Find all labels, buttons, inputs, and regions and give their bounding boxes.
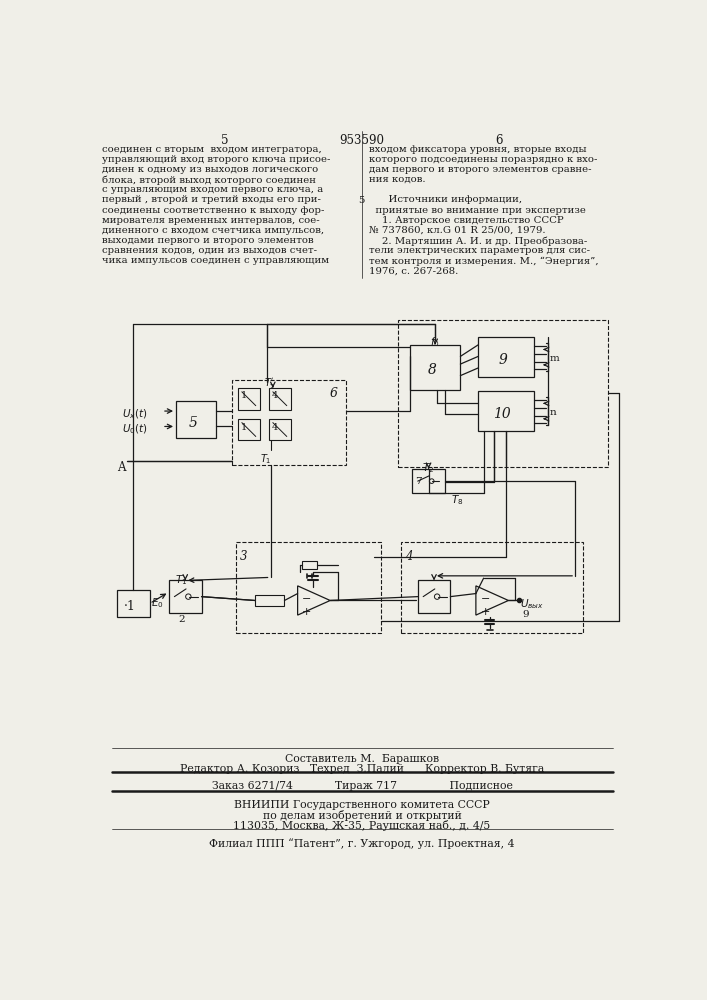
Bar (238, 388, 259, 410)
Text: управляющий вход второго ключа присое-: управляющий вход второго ключа присое- (102, 155, 330, 164)
Text: сравнения кодов, один из выходов счет-: сравнения кодов, один из выходов счет- (102, 246, 317, 255)
Text: тели электрических параметров для сис-: тели электрических параметров для сис- (369, 246, 590, 255)
Text: 1: 1 (241, 391, 247, 400)
Text: 4: 4 (272, 424, 279, 432)
Bar (410, 345, 460, 389)
Text: $U_x(t)$: $U_x(t)$ (122, 407, 148, 421)
Text: мирователя временных интервалов, сое-: мирователя временных интервалов, сое- (102, 216, 319, 225)
Text: m: m (549, 354, 559, 363)
Text: 1: 1 (241, 424, 247, 432)
Bar (418, 580, 450, 613)
Bar (255, 595, 284, 606)
Text: № 737860, кл.G 01 R 25/00, 1979.: № 737860, кл.G 01 R 25/00, 1979. (369, 226, 546, 235)
Text: +: + (481, 607, 490, 617)
Bar (269, 388, 291, 410)
Bar (176, 401, 216, 438)
Bar (117, 590, 150, 617)
Text: первый , второй и третий входы его при-: первый , второй и третий входы его при- (102, 195, 320, 204)
Text: −: − (303, 594, 312, 604)
Bar (478, 391, 534, 431)
Text: 5: 5 (221, 134, 228, 147)
Text: входом фиксатора уровня, вторые входы: входом фиксатора уровня, вторые входы (369, 145, 586, 154)
Text: 9: 9 (522, 610, 529, 619)
Text: ·1: ·1 (124, 600, 135, 613)
Text: 3: 3 (240, 550, 247, 563)
Bar (412, 469, 445, 493)
Text: 2. Мартяшин А. И. и др. Преобразова-: 2. Мартяшин А. И. и др. Преобразова- (369, 236, 588, 246)
Text: дам первого и второго элементов сравне-: дам первого и второго элементов сравне- (369, 165, 592, 174)
Text: 4: 4 (272, 391, 279, 400)
Text: $T_1$: $T_1$ (175, 573, 187, 587)
Text: $T_2$: $T_2$ (421, 461, 434, 475)
Text: 8: 8 (428, 363, 436, 377)
Text: тем контроля и измерения. М., “Энергия”,: тем контроля и измерения. М., “Энергия”, (369, 256, 599, 266)
Text: выходами первого и второго элементов: выходами первого и второго элементов (102, 236, 313, 245)
Text: $T_8$: $T_8$ (451, 493, 464, 507)
Text: 7: 7 (416, 477, 422, 486)
Text: 10: 10 (493, 407, 510, 421)
Text: 6: 6 (496, 134, 503, 147)
Bar (301, 561, 317, 569)
Bar (235, 542, 381, 633)
Text: Филиал ППП “Патент”, г. Ужгород, ул. Проектная, 4: Филиал ППП “Патент”, г. Ужгород, ул. Про… (209, 838, 515, 849)
Bar (398, 320, 607, 466)
Text: 1. Авторское свидетельство СССР: 1. Авторское свидетельство СССР (369, 216, 563, 225)
Text: 1976, с. 267-268.: 1976, с. 267-268. (369, 267, 458, 276)
Text: по делам изобретений и открытий: по делам изобретений и открытий (262, 810, 462, 821)
Text: 113035, Москва, Ж-35, Раушская наб., д. 4/5: 113035, Москва, Ж-35, Раушская наб., д. … (233, 820, 491, 831)
Text: 953590: 953590 (339, 134, 385, 147)
Text: A: A (117, 461, 126, 474)
Text: n: n (549, 408, 556, 417)
Text: которого подсоединены поразрядно к вхо-: которого подсоединены поразрядно к вхо- (369, 155, 597, 164)
Text: Источники информации,: Источники информации, (369, 195, 522, 204)
Text: диненного с входом счетчика импульсов,: диненного с входом счетчика импульсов, (102, 226, 324, 235)
Text: чика импульсов соединен с управляющим: чика импульсов соединен с управляющим (102, 256, 329, 265)
Text: блока, второй выход которого соединен: блока, второй выход которого соединен (102, 175, 315, 185)
Text: 5: 5 (189, 416, 197, 430)
Text: −: − (481, 594, 490, 604)
Text: $U_{вых}$: $U_{вых}$ (520, 597, 544, 611)
Bar (169, 580, 201, 613)
Bar (269, 419, 291, 440)
Text: $T_1$: $T_1$ (260, 453, 272, 466)
Text: соединены соответственно к выходу фор-: соединены соответственно к выходу фор- (102, 206, 324, 215)
Bar (238, 419, 259, 440)
Text: ния кодов.: ния кодов. (369, 175, 426, 184)
Text: $E_0$: $E_0$ (151, 596, 164, 610)
Bar (478, 337, 534, 377)
Text: Заказ 6271/74            Тираж 717               Подписное: Заказ 6271/74 Тираж 717 Подписное (211, 781, 513, 791)
Text: 4: 4 (404, 550, 412, 563)
Text: 5: 5 (358, 196, 364, 205)
Text: динен к одному из выходов логического: динен к одному из выходов логического (102, 165, 318, 174)
Text: +: + (303, 607, 312, 617)
Bar (232, 380, 346, 465)
Text: $T_2'$: $T_2'$ (264, 376, 276, 391)
Text: с управляющим входом первого ключа, а: с управляющим входом первого ключа, а (102, 185, 323, 194)
Bar (401, 542, 583, 633)
Text: 9: 9 (498, 353, 508, 367)
Text: принятые во внимание при экспертизе: принятые во внимание при экспертизе (369, 206, 586, 215)
Text: Редактор А. Козориз   Техред  З.Палий      Корректор В. Бутяга: Редактор А. Козориз Техред З.Палий Корре… (180, 764, 544, 774)
Text: соединен с вторым  входом интегратора,: соединен с вторым входом интегратора, (102, 145, 321, 154)
Text: ВНИИПИ Государственного комитета СССР: ВНИИПИ Государственного комитета СССР (234, 800, 490, 810)
Text: $f_0$: $f_0$ (430, 335, 440, 349)
Text: $U_0(t)$: $U_0(t)$ (122, 423, 148, 436)
Text: Составитель М.  Барашков: Составитель М. Барашков (285, 754, 439, 764)
Text: 6: 6 (329, 387, 337, 400)
Text: 2: 2 (178, 615, 185, 624)
